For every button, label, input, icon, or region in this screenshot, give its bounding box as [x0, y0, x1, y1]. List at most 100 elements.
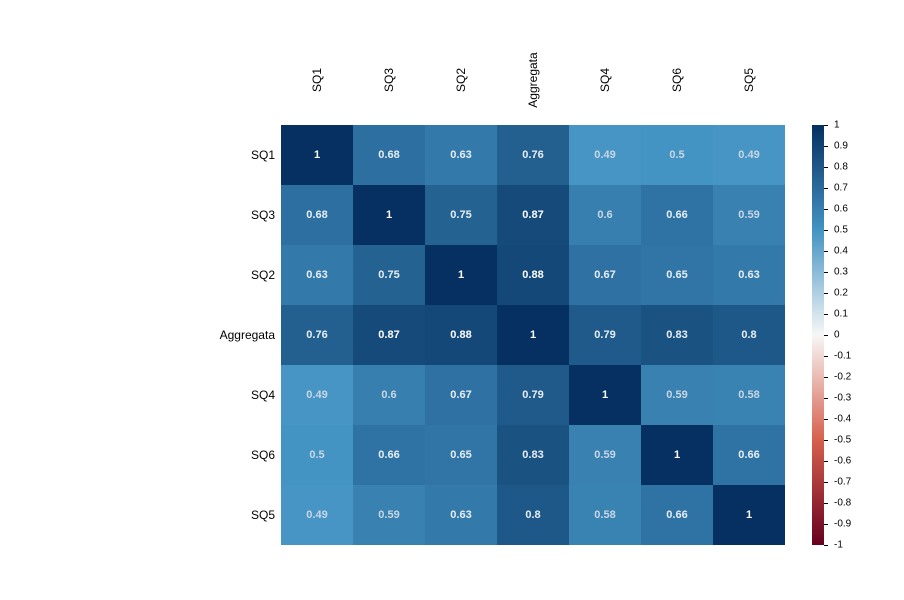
legend-tick-label: -0.8	[834, 498, 851, 509]
legend-tick	[824, 524, 828, 525]
legend-tick-label: 1	[834, 120, 840, 131]
heatmap-cell: 0.63	[425, 485, 497, 545]
legend-tick-label: 0.3	[834, 267, 848, 278]
legend-tick	[824, 251, 828, 252]
row-label: SQ4	[191, 365, 281, 425]
legend-tick	[824, 461, 828, 462]
heatmap-cell: 0.66	[641, 485, 713, 545]
heatmap-cell: 0.83	[641, 305, 713, 365]
heatmap-cell: 0.63	[281, 245, 353, 305]
color-legend: 10.90.80.70.60.50.40.30.20.10-0.1-0.2-0.…	[812, 125, 864, 545]
row-label: SQ3	[191, 185, 281, 245]
heatmap-cell: 0.83	[497, 425, 569, 485]
legend-tick-label: 0.8	[834, 162, 848, 173]
legend-tick-label: -0.7	[834, 477, 851, 488]
legend-tick-label: 0.5	[834, 225, 848, 236]
heatmap-cell: 1	[569, 365, 641, 425]
heatmap-cell: 0.79	[569, 305, 641, 365]
legend-tick-label: -0.1	[834, 351, 851, 362]
legend-tick-label: 0.6	[834, 204, 848, 215]
legend-tick-label: 0.2	[834, 288, 848, 299]
legend-tick-label: -0.4	[834, 414, 851, 425]
legend-colorbar	[812, 125, 824, 545]
heatmap-cell: 0.59	[713, 185, 785, 245]
heatmap-cell: 0.58	[713, 365, 785, 425]
legend-tick	[824, 272, 828, 273]
legend-tick	[824, 167, 828, 168]
heatmap-cell: 0.5	[281, 425, 353, 485]
heatmap-cell: 0.67	[425, 365, 497, 425]
heatmap-cell: 1	[281, 125, 353, 185]
legend-tick	[824, 356, 828, 357]
heatmap-cell: 0.63	[713, 245, 785, 305]
legend-tick	[824, 230, 828, 231]
legend-tick	[824, 188, 828, 189]
legend-tick	[824, 293, 828, 294]
legend-tick-label: -0.5	[834, 435, 851, 446]
heatmap-cell: 0.49	[281, 365, 353, 425]
legend-tick-label: 0	[834, 330, 840, 341]
heatmap-cell: 0.8	[497, 485, 569, 545]
legend-tick-label: -0.6	[834, 456, 851, 467]
legend-tick-label: -1	[834, 540, 843, 551]
row-label: SQ1	[191, 125, 281, 185]
legend-tick	[824, 482, 828, 483]
legend-tick	[824, 545, 828, 546]
legend-tick-label: 0.9	[834, 141, 848, 152]
heatmap-cell: 1	[497, 305, 569, 365]
heatmap-cell: 0.49	[569, 125, 641, 185]
heatmap-cell: 0.87	[353, 305, 425, 365]
legend-tick	[824, 440, 828, 441]
heatmap-cell: 0.67	[569, 245, 641, 305]
heatmap-cell: 0.5	[641, 125, 713, 185]
row-label: SQ6	[191, 425, 281, 485]
heatmap-cell: 0.66	[353, 425, 425, 485]
heatmap-cell: 0.87	[497, 185, 569, 245]
heatmap-grid: 10.680.630.760.490.50.490.6810.750.870.6…	[281, 125, 785, 545]
heatmap-cell: 0.6	[353, 365, 425, 425]
heatmap-cell: 0.6	[569, 185, 641, 245]
heatmap-cell: 0.59	[569, 425, 641, 485]
heatmap-cell: 0.58	[569, 485, 641, 545]
heatmap-cell: 0.79	[497, 365, 569, 425]
heatmap-cell: 0.66	[641, 185, 713, 245]
heatmap-cell: 0.65	[641, 245, 713, 305]
row-label: Aggregata	[191, 305, 281, 365]
heatmap-cell: 0.75	[353, 245, 425, 305]
heatmap-cell: 0.76	[281, 305, 353, 365]
legend-tick-label: 0.4	[834, 246, 848, 257]
heatmap-cell: 0.63	[425, 125, 497, 185]
heatmap-cell: 0.88	[497, 245, 569, 305]
legend-tick-label: -0.9	[834, 519, 851, 530]
row-label: SQ5	[191, 485, 281, 545]
heatmap-cell: 0.59	[353, 485, 425, 545]
heatmap-cell: 0.59	[641, 365, 713, 425]
legend-tick	[824, 377, 828, 378]
legend-tick	[824, 503, 828, 504]
heatmap-cell: 0.68	[353, 125, 425, 185]
heatmap-cell: 1	[641, 425, 713, 485]
heatmap-cell: 1	[425, 245, 497, 305]
legend-tick-label: -0.3	[834, 393, 851, 404]
legend-tick	[824, 398, 828, 399]
legend-tick	[824, 146, 828, 147]
heatmap-cell: 0.8	[713, 305, 785, 365]
legend-tick-label: 0.1	[834, 309, 848, 320]
legend-tick	[824, 209, 828, 210]
heatmap-cell: 0.75	[425, 185, 497, 245]
legend-tick-label: 0.7	[834, 183, 848, 194]
chart-stage: SQ1SQ3SQ2AggregataSQ4SQ6SQ5 SQ1SQ3SQ2Agg…	[0, 0, 904, 600]
legend-tick	[824, 125, 828, 126]
heatmap-cell: 0.68	[281, 185, 353, 245]
heatmap-cell: 1	[713, 485, 785, 545]
column-label: SQ5	[704, 44, 794, 116]
heatmap-cell: 0.66	[713, 425, 785, 485]
legend-tick	[824, 419, 828, 420]
heatmap-cell: 0.76	[497, 125, 569, 185]
heatmap-cell: 0.65	[425, 425, 497, 485]
legend-tick-label: -0.2	[834, 372, 851, 383]
heatmap-cell: 0.49	[281, 485, 353, 545]
row-label: SQ2	[191, 245, 281, 305]
heatmap-cell: 0.88	[425, 305, 497, 365]
heatmap-cell: 1	[353, 185, 425, 245]
